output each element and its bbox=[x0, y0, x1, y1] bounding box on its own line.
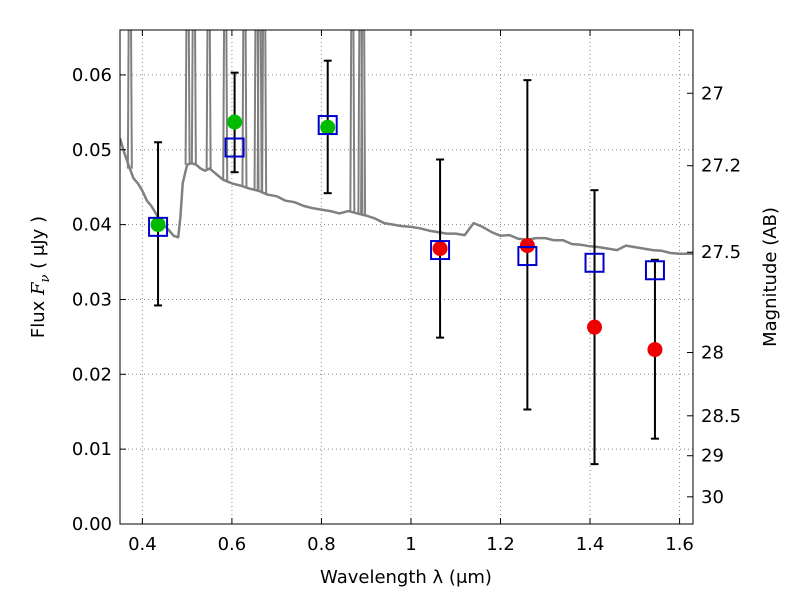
detection-point bbox=[320, 119, 336, 135]
y2-tick-label: 28.5 bbox=[701, 406, 741, 427]
plot-content bbox=[120, 30, 693, 256]
y-tick-label: 0.03 bbox=[72, 289, 112, 310]
x-tick-label: 1 bbox=[405, 534, 416, 555]
nir-point bbox=[647, 342, 663, 358]
emission-line-spike bbox=[126, 30, 133, 169]
model-photometry-point bbox=[148, 216, 169, 237]
y2-tick-label: 29 bbox=[701, 446, 724, 467]
detection-point bbox=[150, 217, 166, 233]
emission-line-spike bbox=[241, 30, 248, 187]
y2-tick-label: 28 bbox=[701, 343, 724, 364]
plot-frame bbox=[119, 29, 694, 525]
nir-point bbox=[432, 241, 448, 257]
model-photometry-point bbox=[644, 260, 665, 281]
model-photometry-point bbox=[584, 252, 605, 273]
model-photometry-point bbox=[224, 137, 245, 158]
emission-line-spike bbox=[256, 30, 263, 192]
nir-point bbox=[519, 238, 535, 254]
x-axis: 0.4 0.6 0.8 1 1.2 1.4 1.6 bbox=[128, 30, 694, 555]
y-axis: 0.00 0.01 0.02 0.03 0.04 0.05 0.06 bbox=[72, 65, 126, 535]
y-tick-label: 0.05 bbox=[72, 140, 112, 161]
y-tick-label: 0.02 bbox=[72, 364, 112, 385]
y2-axis-title: Magnitude (AB) bbox=[760, 207, 781, 347]
x-tick-label: 1.4 bbox=[576, 534, 605, 555]
y2-tick-label: 27.2 bbox=[701, 156, 741, 177]
x-tick-label: 1.2 bbox=[486, 534, 515, 555]
y-axis-title: Flux Fν ( μJy ) bbox=[28, 216, 53, 338]
y2-tick-label: 27.5 bbox=[701, 242, 741, 263]
model-photometry-point bbox=[430, 240, 451, 261]
model-photometry-point bbox=[317, 115, 338, 136]
emission-line-spike bbox=[205, 30, 212, 169]
y-tick-label: 0.00 bbox=[72, 514, 112, 535]
x-tick-label: 0.4 bbox=[128, 534, 157, 555]
emission-line-spike bbox=[360, 30, 367, 215]
emission-line-spike bbox=[184, 30, 191, 165]
y2-axis: 27 27.2 27.5 28 28.5 29 30 bbox=[687, 83, 741, 508]
markers bbox=[148, 114, 665, 358]
nir-point bbox=[587, 319, 603, 335]
emission-line-spike bbox=[349, 30, 356, 213]
x-axis-title: Wavelength λ (μm) bbox=[320, 567, 492, 588]
emission-line-spike bbox=[222, 30, 229, 181]
x-tick-label: 1.6 bbox=[665, 534, 694, 555]
emission-line-spike bbox=[261, 30, 268, 194]
y2-tick-label: 27 bbox=[701, 83, 724, 104]
x-tick-label: 0.6 bbox=[218, 534, 247, 555]
detection-point bbox=[227, 114, 243, 130]
emission-line-spike bbox=[190, 30, 197, 164]
x-tick-label: 0.8 bbox=[307, 534, 336, 555]
y-tick-label: 0.04 bbox=[72, 215, 112, 236]
y-tick-label: 0.01 bbox=[72, 439, 112, 460]
y-tick-label: 0.06 bbox=[72, 65, 112, 86]
plot-area-background bbox=[120, 30, 693, 524]
model-photometry-point bbox=[517, 246, 538, 267]
model-spectrum-line bbox=[120, 138, 693, 256]
y2-tick-label: 30 bbox=[701, 487, 724, 508]
